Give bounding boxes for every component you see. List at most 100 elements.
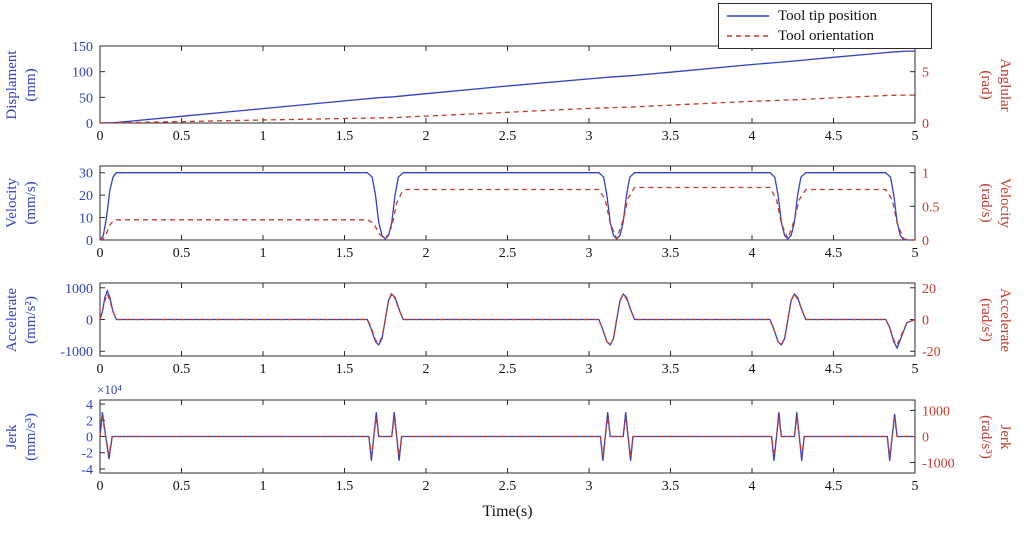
x-tick-label: 2.5 [499, 129, 517, 144]
x-tick-label: 1 [260, 479, 267, 494]
x-tick-label: 0.5 [173, 129, 191, 144]
y-tick-label-right: 0 [922, 431, 929, 446]
y-tick-label-left: 0 [86, 117, 93, 132]
displacement-series-tool-tip-position [99, 50, 915, 124]
x-axis-title: Time(s) [482, 503, 533, 520]
y-tick-label-left: 150 [72, 40, 93, 55]
x-tick-label: 5 [912, 362, 919, 377]
y-tick-label-right: 1 [922, 167, 929, 182]
axis-label-line: Velocity [997, 178, 1013, 228]
y-tick-label-left: -1000 [60, 345, 93, 360]
x-tick-label: 2.5 [499, 362, 517, 377]
x-tick-label: 1.5 [336, 129, 354, 144]
velocity-left-axis-label: Velocity (mm/s) [2, 143, 42, 263]
axis-label-line: Velocity [4, 178, 20, 228]
x-tick-label: 5 [912, 129, 919, 144]
axis-label-line: Anglular [997, 57, 1013, 112]
x-tick-label: 2 [423, 362, 430, 377]
y-tick-label-left: -2 [81, 447, 93, 462]
x-tick-label: 4.5 [825, 362, 843, 377]
y-tick-label-right: 0 [922, 117, 929, 132]
displacement-left-axis-label: Displament (mm) [2, 25, 42, 145]
y-tick-label-left: 0 [86, 314, 93, 329]
x-tick-label: 3.5 [662, 479, 680, 494]
y-tick-label-left: 0 [86, 431, 93, 446]
x-tick-label: 3.5 [662, 362, 680, 377]
y-tick-label-left: 30 [79, 167, 93, 182]
x-tick-label: 3.5 [662, 246, 680, 261]
x-tick-label: 1 [260, 129, 267, 144]
displacement-frame [99, 45, 916, 124]
x-tick-label: 0 [97, 362, 104, 377]
x-tick-label: 2 [423, 246, 430, 261]
x-tick-label: 2 [423, 129, 430, 144]
axis-label-line: (mm/s) [23, 181, 39, 225]
x-tick-label: 1.5 [336, 246, 354, 261]
x-tick-label: 4 [749, 362, 756, 377]
velocity-right-axis-label: Velocity (rad/s) [975, 143, 1015, 263]
y-tick-label-right: 1000 [922, 404, 950, 419]
angular-right-axis-label: Anglular (rad) [975, 25, 1015, 145]
jerk-left-axis-label: Jerk (mm/s³) [2, 377, 42, 497]
y-tick-label-left: 50 [79, 91, 93, 106]
legend-line-solid-icon [727, 15, 769, 17]
acceleration-right-axis-label: Accelerate (rad/s²) [975, 260, 1015, 380]
x-tick-label: 4 [749, 129, 756, 144]
axis-label-line: (rad) [978, 69, 994, 100]
x-tick-label: 2.5 [499, 479, 517, 494]
axis-label-line: (mm/s²) [23, 295, 39, 344]
x-tick-label: 3 [586, 479, 593, 494]
y-tick-label-right: 0.5 [922, 200, 940, 215]
x-tick-label: 5 [912, 246, 919, 261]
y-tick-label-left: 10 [79, 212, 93, 227]
y-tick-label-right: 20 [922, 282, 936, 297]
y-tick-label-left: 20 [79, 189, 93, 204]
x-tick-label: 4.5 [825, 246, 843, 261]
jerk-right-axis-label: Jerk (rad/s³) [975, 377, 1015, 497]
legend-item-tool-tip-position: Tool tip position [719, 6, 931, 26]
y-tick-label-right: 0 [922, 314, 929, 329]
x-tick-label: 3.5 [662, 129, 680, 144]
y-tick-label-left: 0 [86, 234, 93, 249]
jerk-series-tool-orientation [99, 416, 915, 457]
legend-label-tool-tip-position: Tool tip position [778, 7, 877, 24]
axis-label-line: (mm) [23, 67, 39, 102]
axis-label-line: (rad/s) [978, 183, 994, 223]
y-tick-label-right: 5 [922, 66, 929, 81]
x-tick-label: 1 [260, 362, 267, 377]
x-tick-label: 3 [586, 246, 593, 261]
velocity-series-tool-tip-position [99, 172, 915, 241]
y-tick-label-right: 0 [922, 234, 929, 249]
y-tick-label-left: 100 [72, 66, 93, 81]
legend-item-tool-orientation: Tool orientation [719, 26, 931, 46]
axis-label-line: Accelerate [4, 287, 20, 352]
x-tick-label: 1.5 [336, 362, 354, 377]
x-tick-label: 2.5 [499, 246, 517, 261]
jerk-series-tool-tip-position [99, 412, 915, 461]
axis-label-line: (rad/s²) [978, 297, 994, 342]
legend: Tool tip position Tool orientation [718, 3, 932, 49]
x-tick-label: 0.5 [173, 362, 191, 377]
y-tick-label-left: -4 [81, 463, 93, 478]
y-tick-label-right: -20 [922, 345, 941, 360]
x-tick-label: 0.5 [173, 246, 191, 261]
axis-label-line: Jerk [997, 424, 1013, 449]
y-tick-label-left: 1000 [65, 282, 93, 297]
x-tick-label: 3 [586, 129, 593, 144]
jerk-axis-multiplier: ×10⁴ [97, 382, 122, 397]
x-tick-label: 1.5 [336, 479, 354, 494]
x-tick-label: 3 [586, 362, 593, 377]
x-tick-label: 2 [423, 479, 430, 494]
x-tick-label: 4.5 [825, 479, 843, 494]
x-tick-label: 0.5 [173, 479, 191, 494]
x-tick-label: 4 [749, 479, 756, 494]
x-tick-label: 4.5 [825, 129, 843, 144]
y-tick-label-right: -1000 [922, 457, 955, 472]
axis-label-line: (rad/s³) [978, 414, 994, 459]
x-tick-label: 5 [912, 479, 919, 494]
axis-label-line: Accelerate [997, 287, 1013, 352]
axis-label-line: (mm/s³) [23, 412, 39, 461]
acceleration-left-axis-label: Accelerate (mm/s²) [2, 260, 42, 380]
